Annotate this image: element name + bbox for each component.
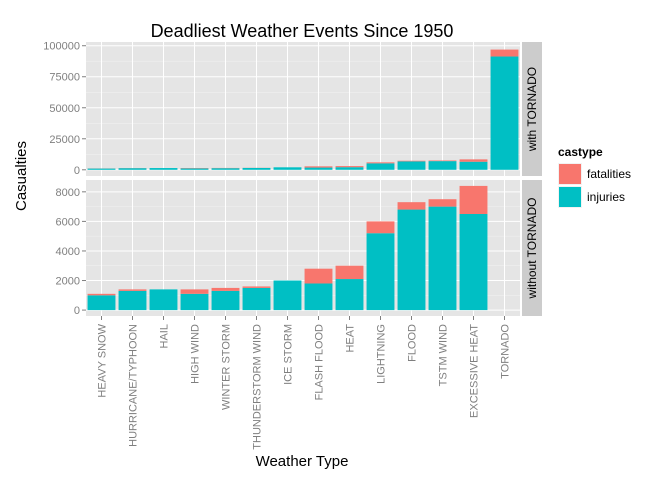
- y-axis-title: Casualties: [13, 141, 30, 211]
- bar-injuries: [304, 283, 333, 311]
- x-tick-label: HEAT: [345, 324, 357, 353]
- bar-injuries: [273, 167, 302, 170]
- bar-fatalities: [118, 289, 147, 291]
- bar-injuries: [490, 56, 519, 170]
- bar-injuries: [273, 280, 302, 311]
- y-tick-label: 2000: [56, 276, 80, 288]
- bar-fatalities: [366, 162, 395, 164]
- x-tick-label: LIGHTNING: [376, 324, 388, 384]
- bar-injuries: [428, 206, 457, 311]
- bar-injuries: [87, 295, 116, 311]
- bar-fatalities: [211, 287, 240, 291]
- bar-fatalities: [242, 286, 271, 288]
- x-tick-label: THUNDERSTORM WIND: [252, 324, 264, 450]
- x-tick-label: HURRICANE/TYPHOON: [128, 324, 140, 447]
- facet-strip: [522, 180, 542, 316]
- bar-fatalities: [304, 166, 333, 168]
- bar-injuries: [149, 289, 178, 311]
- bar-injuries: [459, 161, 488, 170]
- x-tick-label: ICE STORM: [283, 324, 295, 385]
- facet-strip-label: without TORNADO: [525, 198, 539, 300]
- bar-injuries: [366, 233, 395, 311]
- panels: 0 25000 50000 75000 100000 with TORNADO 0 2000 4…: [43, 41, 542, 317]
- y-tick-label: 4000: [56, 246, 80, 258]
- bar-fatalities: [335, 265, 364, 280]
- bar-injuries: [397, 161, 426, 170]
- bar-fatalities: [428, 160, 457, 162]
- bar-injuries: [335, 167, 364, 170]
- legend-swatch-fatalities: [559, 164, 581, 184]
- bar-injuries: [149, 168, 178, 170]
- y-tick-label: 75000: [49, 72, 80, 84]
- bar-fatalities: [335, 166, 364, 168]
- bar-fatalities: [87, 293, 116, 296]
- y-tick-label: 100000: [43, 41, 80, 53]
- x-tick-label: TORNADO: [500, 324, 512, 379]
- bar-injuries: [211, 290, 240, 311]
- legend-title: castype: [558, 145, 603, 159]
- x-tick-label: EXCESSIVE HEAT: [469, 324, 481, 418]
- bar-injuries: [459, 214, 488, 311]
- bar-fatalities: [304, 268, 333, 284]
- x-tick-label: FLOOD: [407, 324, 419, 362]
- bar-injuries: [180, 168, 209, 170]
- bar-injuries: [180, 293, 209, 311]
- x-axis: HEAVY SNOW HURRICANE/TYPHOON HAIL HIGH WIND…: [97, 316, 512, 450]
- y-tick-label: 0: [74, 305, 80, 317]
- bar-injuries: [397, 209, 426, 311]
- x-tick-label: WINTER STORM: [221, 324, 233, 410]
- bar-fatalities: [459, 185, 488, 214]
- bar-injuries: [335, 279, 364, 311]
- y-tick-label: 25000: [49, 134, 80, 146]
- legend-label-fatalities: fatalities: [587, 167, 631, 181]
- bar-fatalities: [428, 199, 457, 207]
- panel-background: [86, 42, 520, 176]
- bar-fatalities: [397, 202, 426, 210]
- y-tick-label: 0: [74, 165, 80, 177]
- chart-title: Deadliest Weather Events Since 1950: [151, 21, 454, 41]
- bar-injuries: [211, 168, 240, 170]
- bar-injuries: [118, 290, 147, 311]
- x-tick-label: HEAVY SNOW: [97, 323, 109, 397]
- bar-injuries: [428, 161, 457, 170]
- x-tick-label: HAIL: [159, 324, 171, 348]
- bar-fatalities: [459, 159, 488, 162]
- facet-strip-label: with TORNADO: [525, 67, 539, 152]
- bar-fatalities: [180, 289, 209, 294]
- x-tick-label: TSTM WIND: [438, 324, 450, 386]
- facet-strip: [522, 42, 542, 176]
- bar-injuries: [242, 167, 271, 170]
- legend-swatch-injuries: [559, 187, 581, 207]
- y-tick-label: 6000: [56, 216, 80, 228]
- bar-injuries: [87, 168, 116, 170]
- bar-fatalities: [490, 49, 519, 57]
- bar-injuries: [242, 287, 271, 311]
- bar-injuries: [366, 163, 395, 170]
- x-tick-label: FLASH FLOOD: [314, 324, 326, 400]
- y-tick-label: 50000: [49, 103, 80, 115]
- panel-2: 0 2000 4000 6000 8000 without TORNADO: [56, 180, 542, 317]
- x-axis-title: Weather Type: [256, 453, 349, 470]
- panel-1: 0 25000 50000 75000 100000 with TORNADO: [43, 41, 542, 177]
- bar-injuries: [304, 167, 333, 170]
- legend: castype fatalities injuries: [558, 145, 631, 208]
- bar-fatalities: [397, 160, 426, 162]
- bar-injuries: [118, 168, 147, 170]
- bar-fatalities: [366, 221, 395, 234]
- legend-label-injuries: injuries: [587, 190, 625, 204]
- x-tick-label: HIGH WIND: [190, 324, 202, 384]
- y-tick-label: 8000: [56, 187, 80, 199]
